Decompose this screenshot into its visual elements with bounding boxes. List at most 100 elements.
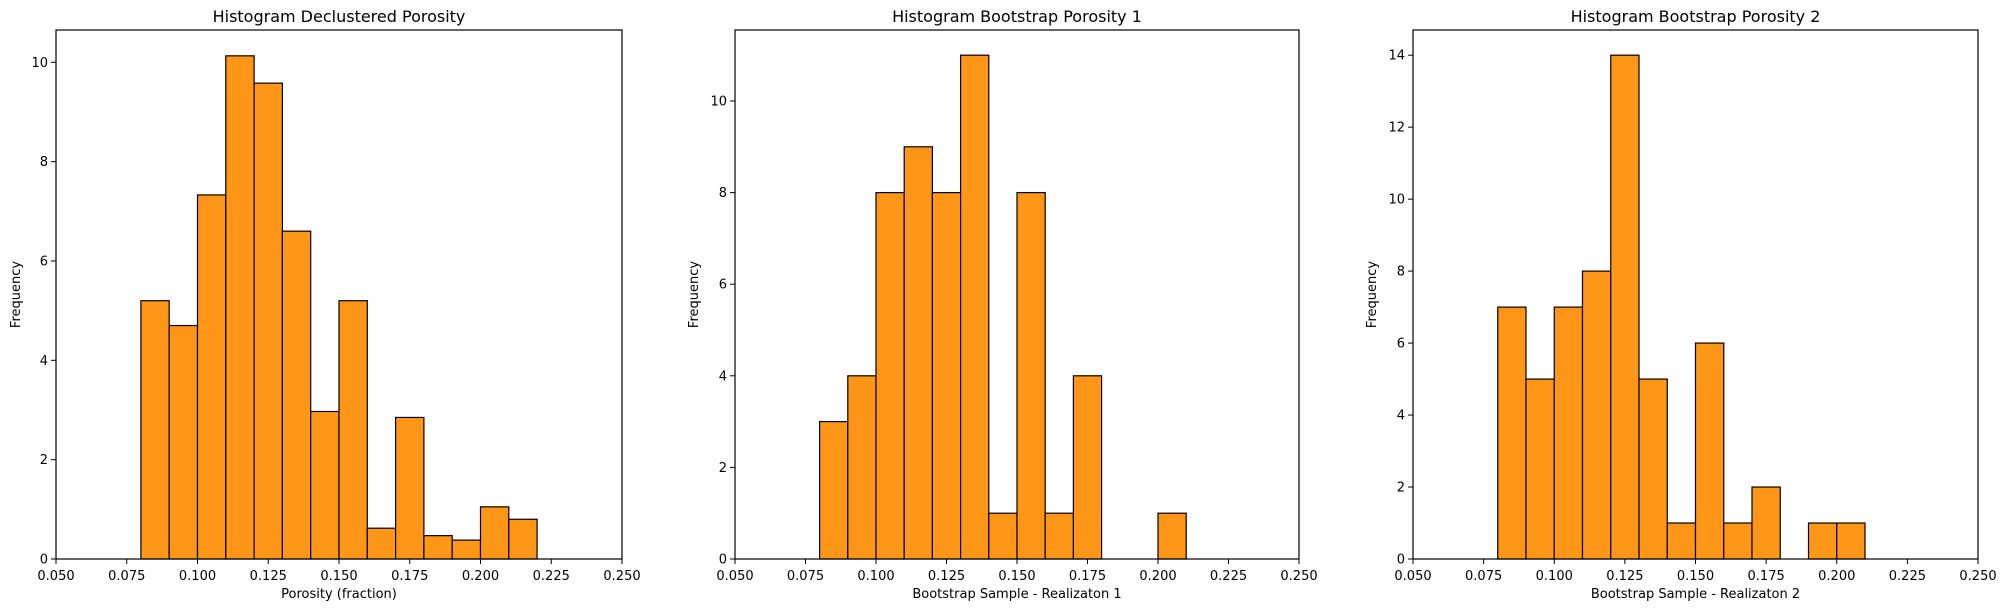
y-tick-label-bootstrap-2-5: 10 [1388, 193, 1405, 208]
y-axis-label-bootstrap-2: Frequency [1365, 261, 1380, 328]
x-tick-label-bootstrap-1-5: 0.175 [1069, 569, 1106, 584]
y-axis-declustered: 0 2 4 6 8 10 [31, 56, 56, 568]
chart-panel-declustered: 0.050 0.075 0.100 0.125 0.150 0.175 0.200 0.225… [9, 7, 641, 602]
histogram-bar-declustered-0 [140, 300, 170, 560]
histogram-bar-declustered-1 [168, 324, 199, 560]
y-tick-label-bootstrap-1-2: 4 [719, 369, 727, 384]
x-tick-label-bootstrap-2-0: 0.050 [1394, 569, 1431, 584]
histogram-bar-declustered-11 [451, 539, 482, 560]
y-tick-label-declustered-0: 0 [40, 553, 48, 568]
x-tick-label-declustered-6: 0.200 [462, 569, 499, 584]
y-tick-label-bootstrap-1-5: 10 [710, 94, 727, 109]
chart-title-declustered: Histogram Declustered Porosity [213, 7, 466, 26]
chart-panel-bootstrap-2: 0.050 0.075 0.100 0.125 0.150 0.175 0.200 0.225… [1365, 7, 1997, 602]
chart-panel-bootstrap-1: 0.050 0.075 0.100 0.125 0.150 0.175 0.200 0.225… [687, 7, 1318, 602]
y-tick-label-bootstrap-2-3: 6 [1397, 337, 1405, 352]
histogram-bar-bootstrap-1-3 [903, 146, 934, 560]
x-axis-bootstrap-1: 0.050 0.075 0.100 0.125 0.150 0.175 0.200 0.225… [716, 559, 1318, 584]
x-axis-bootstrap-2: 0.050 0.075 0.100 0.125 0.150 0.175 0.200 0.225… [1394, 559, 1997, 584]
histogram-bar-declustered-2 [196, 194, 227, 560]
y-tick-label-declustered-2: 4 [40, 354, 48, 369]
histogram-bar-bootstrap-2-2 [1553, 306, 1584, 560]
bars-declustered [140, 55, 538, 560]
x-tick-label-bootstrap-2-6: 0.200 [1818, 569, 1855, 584]
histogram-bar-declustered-4 [253, 82, 284, 560]
y-tick-label-bootstrap-2-0: 0 [1397, 553, 1405, 568]
chart-title-bootstrap-1: Histogram Bootstrap Porosity 1 [892, 7, 1142, 26]
histogram-bar-bootstrap-1-5 [959, 54, 990, 560]
histogram-bar-bootstrap-1-7 [1016, 191, 1046, 560]
y-tick-label-bootstrap-2-7: 14 [1388, 49, 1405, 64]
histogram-bar-bootstrap-1-6 [988, 512, 1018, 560]
histogram-bar-declustered-5 [281, 230, 312, 560]
histogram-bar-bootstrap-1-0 [818, 421, 849, 560]
histogram-bar-bootstrap-1-8 [1044, 512, 1074, 560]
y-tick-label-bootstrap-1-0: 0 [719, 553, 727, 568]
x-tick-label-bootstrap-1-3: 0.125 [928, 569, 965, 584]
histogram-bar-bootstrap-1-2 [875, 191, 905, 560]
histogram-bar-bootstrap-1-9 [1072, 375, 1103, 560]
histogram-bar-bootstrap-2-5 [1638, 378, 1668, 560]
histogram-bar-declustered-13 [508, 518, 538, 560]
histogram-bar-bootstrap-2-1 [1525, 378, 1555, 560]
x-tick-label-declustered-4: 0.150 [320, 569, 357, 584]
x-tick-label-bootstrap-1-0: 0.050 [716, 569, 753, 584]
y-tick-label-declustered-3: 6 [40, 254, 48, 269]
x-tick-label-declustered-0: 0.050 [37, 569, 74, 584]
x-tick-label-bootstrap-1-1: 0.075 [787, 569, 824, 584]
histogram-bar-declustered-12 [479, 506, 510, 560]
x-tick-label-declustered-7: 0.225 [533, 569, 570, 584]
histogram-bar-bootstrap-2-9 [1751, 486, 1781, 560]
x-tick-label-bootstrap-1-6: 0.200 [1139, 569, 1176, 584]
x-axis-label-bootstrap-1: Bootstrap Sample - Realizaton 1 [912, 587, 1121, 602]
histogram-bar-bootstrap-2-4 [1610, 54, 1640, 560]
x-tick-label-bootstrap-1-4: 0.150 [998, 569, 1035, 584]
histogram-bar-declustered-9 [395, 416, 425, 560]
y-tick-label-bootstrap-1-4: 8 [719, 186, 727, 201]
histogram-bar-declustered-6 [310, 410, 340, 560]
x-tick-label-bootstrap-2-3: 0.125 [1606, 569, 1643, 584]
x-tick-label-declustered-8: 0.250 [603, 569, 640, 584]
histogram-bar-declustered-7 [338, 300, 368, 560]
y-tick-label-declustered-4: 8 [40, 155, 48, 170]
x-tick-label-bootstrap-1-7: 0.225 [1210, 569, 1247, 584]
histogram-bar-bootstrap-1-4 [931, 191, 962, 560]
histogram-bar-bootstrap-2-11 [1807, 522, 1838, 560]
y-tick-label-bootstrap-1-1: 2 [719, 461, 727, 476]
histogram-bar-bootstrap-2-8 [1723, 522, 1753, 560]
y-tick-label-bootstrap-2-6: 12 [1388, 121, 1405, 136]
histogram-bar-bootstrap-2-7 [1694, 342, 1725, 560]
x-tick-label-declustered-2: 0.100 [179, 569, 216, 584]
x-axis-label-declustered: Porosity (fraction) [281, 587, 397, 602]
x-tick-label-bootstrap-1-2: 0.100 [857, 569, 894, 584]
chart-title-bootstrap-2: Histogram Bootstrap Porosity 2 [1571, 7, 1821, 26]
histogram-bar-declustered-10 [423, 535, 453, 560]
x-tick-label-declustered-5: 0.175 [391, 569, 428, 584]
histogram-bar-bootstrap-2-12 [1836, 522, 1866, 560]
histogram-bar-bootstrap-2-3 [1581, 270, 1612, 560]
y-tick-label-bootstrap-1-3: 6 [719, 278, 727, 293]
y-tick-label-declustered-1: 2 [40, 453, 48, 468]
y-axis-label-declustered: Frequency [9, 261, 24, 328]
histogram-bar-bootstrap-2-0 [1497, 306, 1527, 560]
x-tick-label-declustered-1: 0.075 [108, 569, 145, 584]
histogram-bar-declustered-3 [225, 55, 255, 560]
histogram-bar-bootstrap-1-12 [1157, 512, 1187, 560]
y-axis-bootstrap-2: 0 2 4 6 8 10 12 14 [1388, 49, 1413, 568]
histogram-bar-bootstrap-2-6 [1666, 522, 1697, 560]
x-tick-label-bootstrap-2-2: 0.100 [1536, 569, 1573, 584]
y-tick-label-bootstrap-2-2: 4 [1397, 409, 1405, 424]
y-tick-label-bootstrap-2-1: 2 [1397, 481, 1405, 496]
histogram-bar-bootstrap-1-1 [847, 375, 877, 560]
bars-bootstrap-2 [1497, 54, 1866, 560]
x-tick-label-bootstrap-2-4: 0.150 [1677, 569, 1714, 584]
x-tick-label-bootstrap-2-5: 0.175 [1748, 569, 1785, 584]
x-axis-label-bootstrap-2: Bootstrap Sample - Realizaton 2 [1591, 587, 1800, 602]
x-tick-label-bootstrap-1-8: 0.250 [1280, 569, 1317, 584]
x-tick-label-bootstrap-2-8: 0.250 [1959, 569, 1996, 584]
x-tick-label-bootstrap-2-7: 0.225 [1889, 569, 1926, 584]
y-tick-label-bootstrap-2-4: 8 [1397, 265, 1405, 280]
y-tick-label-declustered-5: 10 [31, 56, 48, 71]
histogram-bar-declustered-8 [366, 527, 397, 560]
